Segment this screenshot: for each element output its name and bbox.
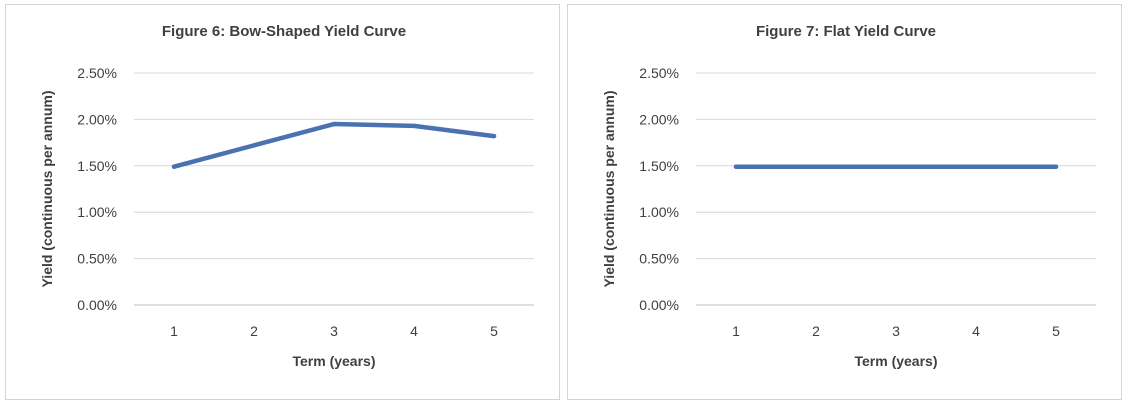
- y-axis-label: Yield (continuous per annum): [39, 90, 55, 287]
- data-point: [171, 164, 177, 169]
- data-point: [411, 123, 417, 129]
- y-tick-label: 0.00%: [77, 297, 117, 313]
- y-tick-label: 2.50%: [77, 65, 117, 81]
- x-tick-label: 4: [972, 323, 980, 339]
- y-tick-label: 2.00%: [639, 111, 679, 127]
- data-point: [893, 164, 899, 169]
- y-tick-label: 0.00%: [639, 297, 679, 313]
- y-tick-label: 0.50%: [77, 251, 117, 267]
- data-point: [331, 121, 337, 127]
- chart-figure-6: Figure 6: Bow-Shaped Yield Curve 0.00% 0.5…: [39, 23, 534, 369]
- x-tick-label: 4: [410, 323, 418, 339]
- x-tick-label: 2: [250, 323, 258, 339]
- y-tick-label: 2.00%: [77, 111, 117, 127]
- y-tick-label: 1.50%: [77, 158, 117, 174]
- y-axis-label: Yield (continuous per annum): [601, 90, 617, 287]
- data-point: [1053, 164, 1059, 169]
- y-tick-label: 1.00%: [639, 204, 679, 220]
- x-tick-label: 3: [330, 323, 338, 339]
- x-tick-label: 3: [892, 323, 900, 339]
- chart-figure-7: Figure 7: Flat Yield Curve 0.00% 0.50% 1.00…: [601, 23, 1096, 369]
- data-point: [491, 133, 497, 139]
- data-point: [251, 143, 257, 148]
- y-tick-label: 1.00%: [77, 204, 117, 220]
- chart-title: Figure 7: Flat Yield Curve: [756, 23, 936, 40]
- data-point: [813, 164, 819, 169]
- chart-panel-figure-6: Figure 6: Bow-Shaped Yield Curve 0.00% 0.5…: [5, 4, 560, 400]
- y-tick-label: 2.50%: [639, 65, 679, 81]
- chart-title: Figure 6: Bow-Shaped Yield Curve: [162, 23, 406, 40]
- x-tick-label: 2: [812, 323, 820, 339]
- x-axis-label: Term (years): [854, 353, 937, 369]
- data-point: [733, 164, 739, 169]
- series-line: [171, 121, 497, 169]
- y-tick-label: 1.50%: [639, 158, 679, 174]
- x-tick-label: 1: [732, 323, 740, 339]
- x-tick-label: 1: [170, 323, 178, 339]
- x-axis-label: Term (years): [292, 353, 375, 369]
- x-tick-label: 5: [1052, 323, 1060, 339]
- chart-panel-figure-7: Figure 7: Flat Yield Curve 0.00% 0.50% 1.00…: [567, 4, 1122, 400]
- x-tick-label: 5: [490, 323, 498, 339]
- data-point: [973, 164, 979, 169]
- y-tick-label: 0.50%: [639, 251, 679, 267]
